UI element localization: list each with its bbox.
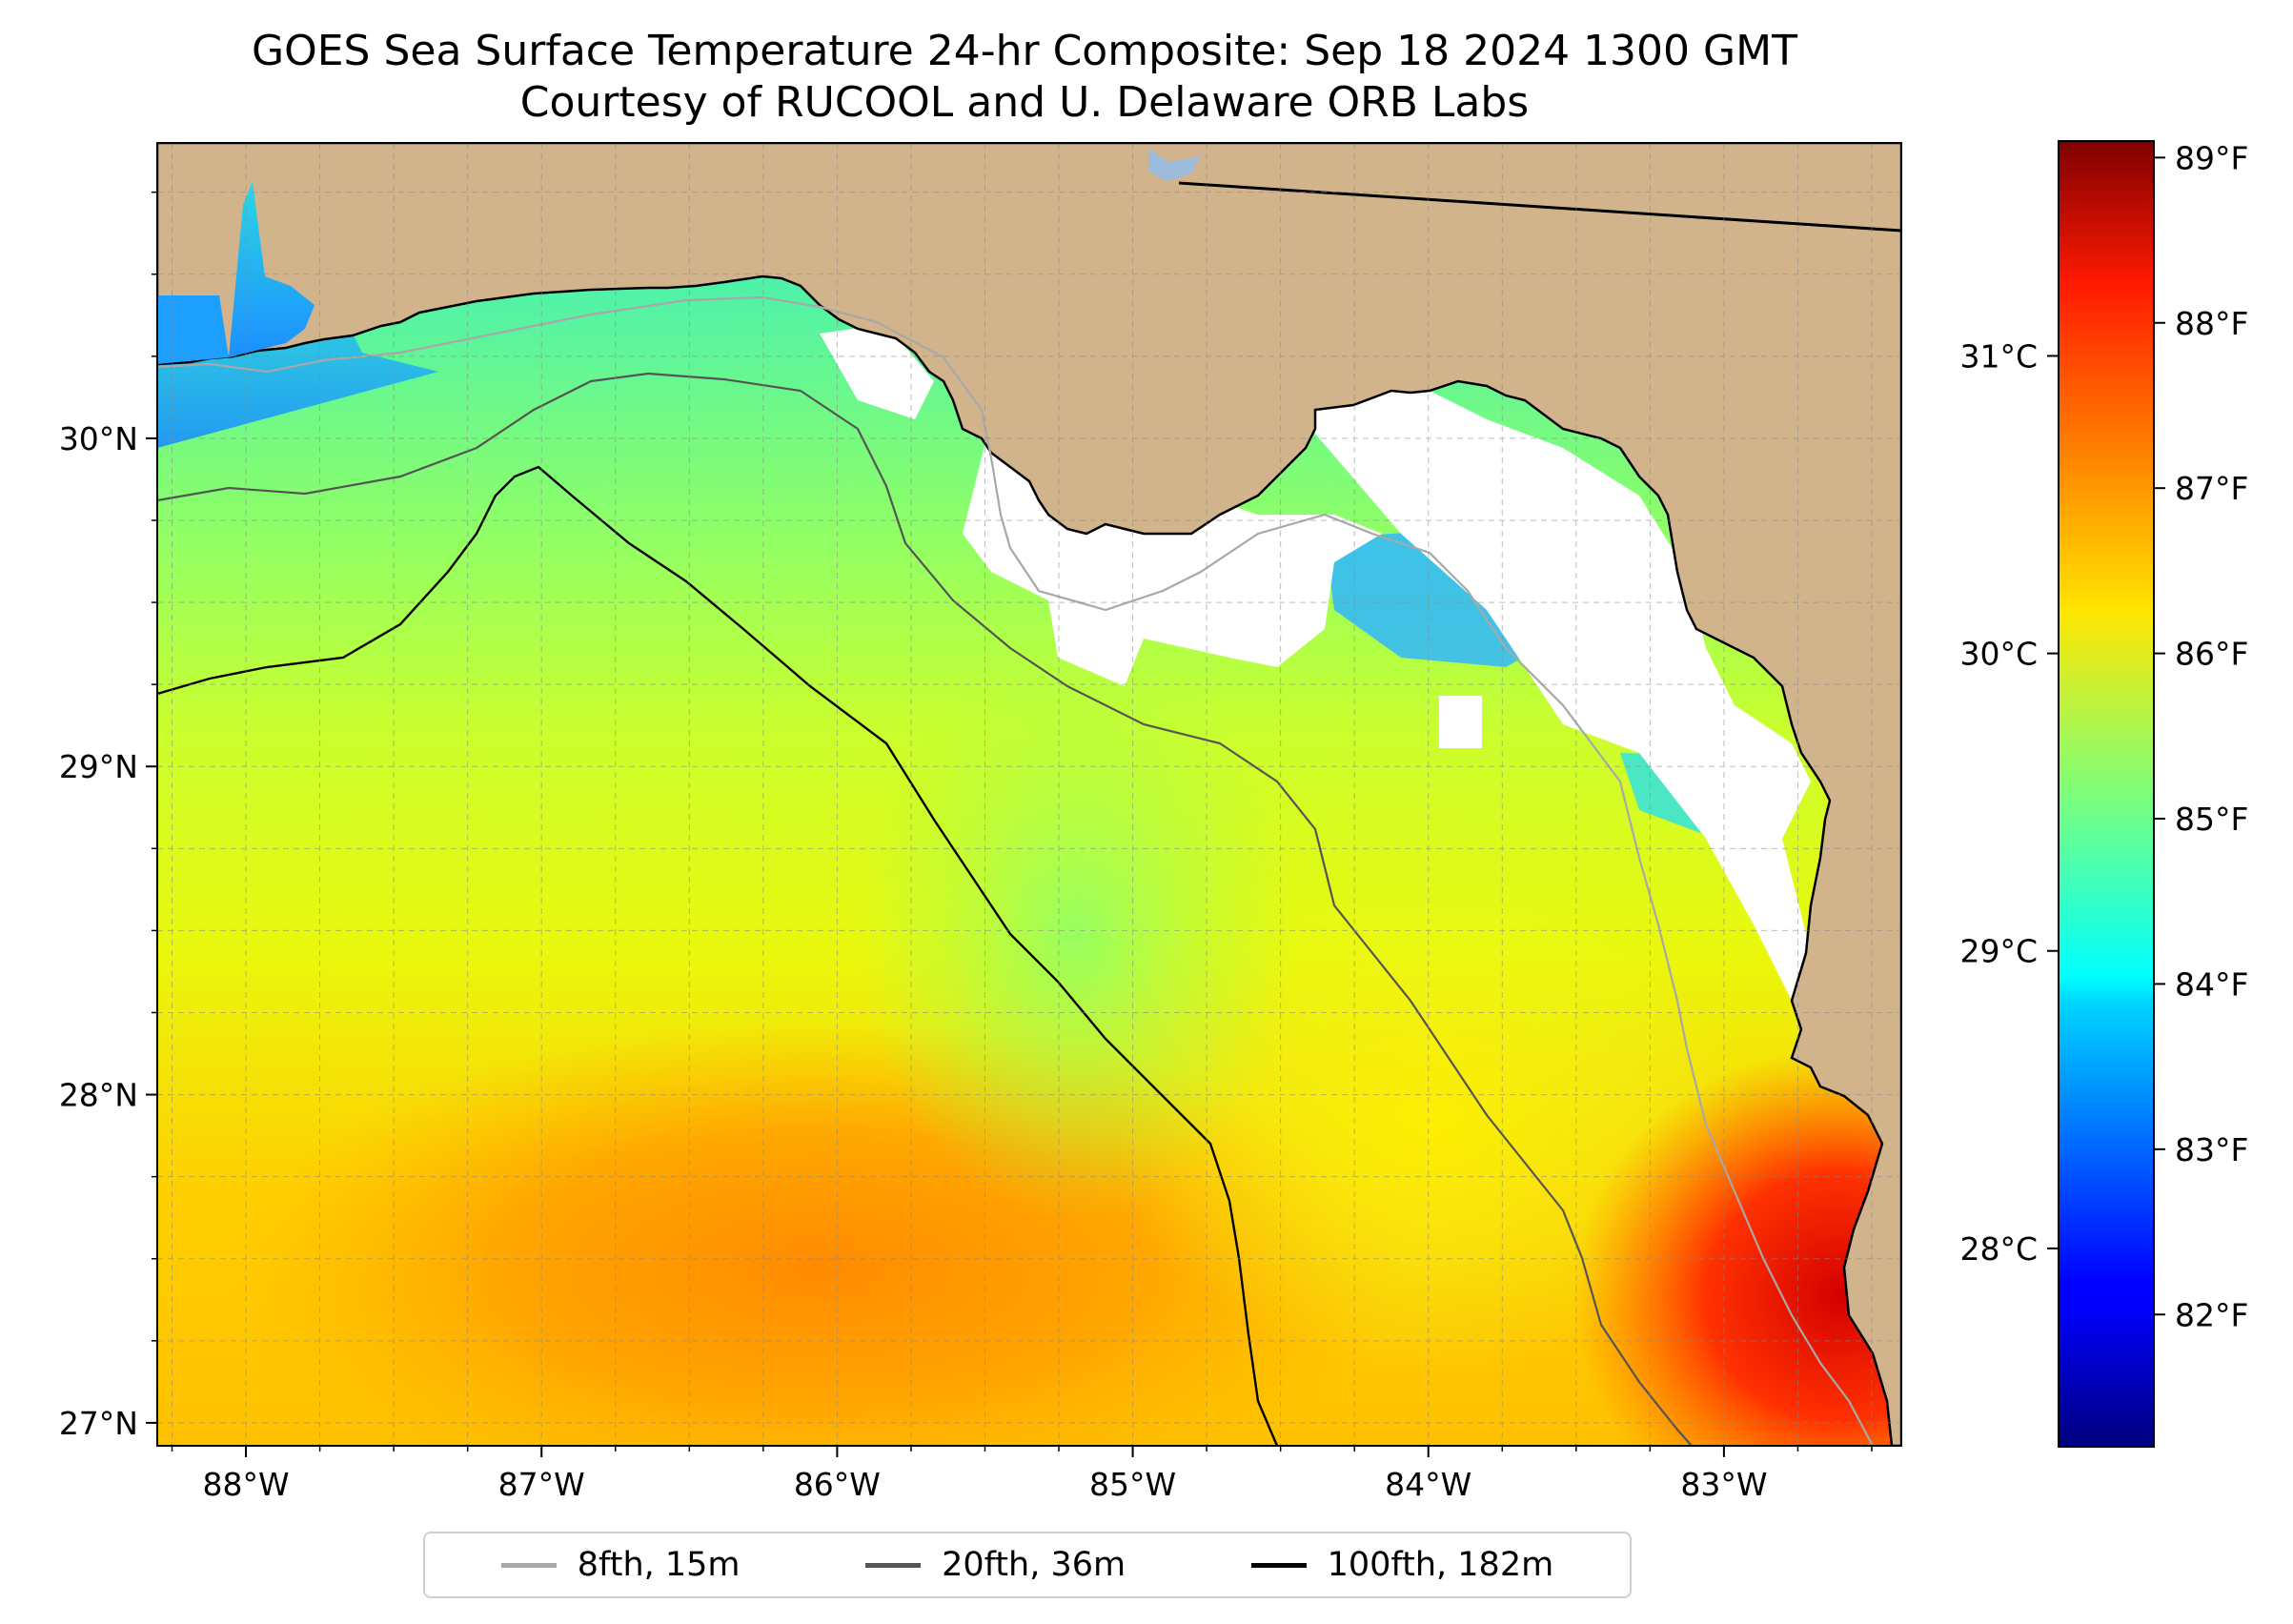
colorbar-f-label: 89°F <box>2175 139 2248 176</box>
land-mass <box>157 143 1901 1446</box>
grid-lines <box>157 143 1901 1446</box>
colorbar-c-label: 28°C <box>1959 1230 2038 1268</box>
map-title: GOES Sea Surface Temperature 24-hr Compo… <box>252 27 1797 75</box>
lon-tick-label: 85°W <box>1089 1466 1176 1503</box>
legend-entry: 100fth, 182m <box>1250 1546 1554 1584</box>
isobath-100fth <box>157 465 1279 1446</box>
colorbar-f-label: 88°F <box>2175 305 2248 342</box>
colorbar-f-label: 82°F <box>2175 1296 2248 1333</box>
colorbar-c-label: 30°C <box>1959 636 2038 673</box>
axis-ticks: 88°W 87°W 86°W 85°W 84°W 83°W 27°N 28°N 29°N 30°N <box>59 191 1873 1503</box>
lat-tick-label: 29°N <box>59 748 138 785</box>
colorbar-f-label: 84°F <box>2175 965 2248 1003</box>
colorbar-c-label: 31°C <box>1959 337 2038 375</box>
lat-tick-label: 28°N <box>59 1077 138 1114</box>
lat-tick-label: 30°N <box>59 420 138 457</box>
colorbar <box>2058 140 2155 1448</box>
legend-line-swatch <box>1250 1562 1307 1568</box>
lon-tick-label: 83°W <box>1680 1466 1767 1503</box>
isobath-legend: 8fth, 15m 20fth, 36m 100fth, 182m <box>423 1532 1632 1598</box>
lon-tick-label: 86°W <box>794 1466 881 1503</box>
mobile-bay <box>229 181 315 357</box>
colorbar-f-label: 83°F <box>2175 1131 2248 1168</box>
colorbar-f-label: 87°F <box>2175 470 2248 507</box>
legend-label: 100fth, 182m <box>1327 1546 1554 1584</box>
isobath-8fth <box>157 295 1874 1446</box>
legend-label: 8fth, 15m <box>577 1546 741 1584</box>
lat-tick-label: 27°N <box>59 1405 138 1442</box>
lake <box>1148 145 1215 181</box>
isobath-20fth <box>157 372 1693 1446</box>
colorbar-f-label: 85°F <box>2175 801 2248 838</box>
legend-line-swatch <box>865 1562 922 1568</box>
lon-tick-label: 87°W <box>498 1466 585 1503</box>
colorbar-c-label: 29°C <box>1959 933 2038 970</box>
legend-entry: 8fth, 15m <box>500 1546 741 1584</box>
no-data-patch <box>1439 696 1482 748</box>
state-border <box>1178 181 1901 233</box>
sst-red-core <box>1573 1048 1901 1446</box>
map-area <box>157 143 1901 1446</box>
sst-green-patch <box>858 648 1296 1220</box>
map-subtitle: Courtesy of RUCOOL and U. Delaware ORB L… <box>519 78 1530 127</box>
no-data-area-west <box>820 324 934 419</box>
legend-entry: 20fth, 36m <box>865 1546 1126 1584</box>
colorbar-f-label: 86°F <box>2175 636 2248 673</box>
map-frame <box>156 142 1902 1447</box>
lon-tick-label: 88°W <box>202 1466 289 1503</box>
lon-tick-label: 84°W <box>1385 1466 1471 1503</box>
mississippi-sound <box>157 295 229 364</box>
colorbar-ticks: 82°F 83°F 84°F 85°F 86°F 87°F 88°F 89°F 28°C 29°C… <box>1959 139 2248 1333</box>
legend-line-swatch <box>500 1562 557 1568</box>
legend-label: 20fth, 36m <box>942 1546 1126 1584</box>
